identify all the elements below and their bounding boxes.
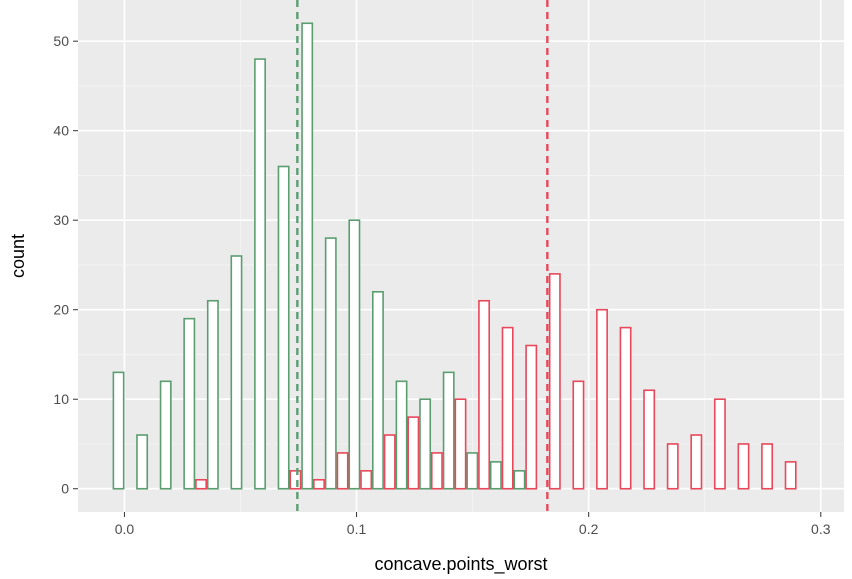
histogram-bar-series-1 (183, 317, 196, 490)
histogram-bar-series-2 (430, 452, 443, 490)
histogram-bar-series-1 (419, 398, 432, 490)
x-tick-label: 0.2 (579, 521, 599, 537)
histogram-bar-series-2 (360, 470, 373, 490)
histogram-bar-series-2 (454, 398, 467, 490)
x-tick-label: 0.0 (115, 521, 135, 537)
y-tick-label: 10 (53, 391, 69, 407)
x-tick-label: 0.3 (811, 521, 831, 537)
histogram-bar-series-1 (159, 380, 172, 490)
y-tick-label: 20 (53, 302, 69, 318)
y-axis-title: count (8, 234, 28, 278)
histogram-bar-series-1 (277, 165, 290, 490)
histogram-bar-series-2 (336, 452, 349, 490)
x-axis-title: concave.points_worst (374, 554, 547, 575)
histogram-bar-series-1 (489, 461, 502, 490)
y-tick-label: 40 (53, 123, 69, 139)
mean-lines (296, 0, 549, 512)
histogram-bar-series-2 (784, 461, 797, 490)
histogram-bar-series-1 (112, 371, 125, 490)
axis-tick-labels: 0.0 0.1 0.2 0.3 0 10 20 30 40 50 (53, 33, 830, 537)
axis-ticks (73, 40, 822, 517)
histogram-bar-series-1 (230, 255, 243, 490)
histogram-bar-series-2 (289, 470, 302, 490)
histogram-bar-series-2 (737, 443, 750, 490)
y-tick-label: 0 (61, 481, 69, 497)
histogram-bar-series-2 (313, 478, 325, 490)
histogram-bar-series-2 (195, 478, 208, 490)
histogram-bar-series-1 (206, 299, 219, 490)
histogram-bar-series-1 (442, 371, 455, 490)
histogram-bar-series-2 (666, 443, 679, 490)
histogram-bar-series-2 (619, 326, 632, 490)
histogram-bar-series-2 (572, 380, 585, 490)
y-tick-label: 30 (53, 212, 69, 228)
histogram-bar-series-2 (596, 308, 608, 490)
y-tick-label: 50 (53, 33, 69, 49)
x-tick-label: 0.1 (347, 521, 367, 537)
histogram-bar-series-2 (501, 326, 514, 490)
histogram-bar-series-1 (466, 452, 479, 490)
histogram-bar-series-1 (372, 291, 384, 490)
histogram-bar-series-2 (478, 299, 491, 490)
histogram-bar-series-1 (301, 22, 314, 490)
histogram-bar-series-2 (383, 434, 396, 490)
histogram-bar-series-1 (348, 219, 361, 490)
histogram-bar-series-1 (254, 58, 266, 490)
histogram-bar-series-2 (713, 398, 726, 490)
histogram-bar-series-1 (136, 434, 149, 490)
histogram-bar-series-2 (690, 434, 703, 490)
histogram-bars (112, 22, 797, 490)
histogram-bar-series-2 (548, 273, 561, 490)
histogram-bar-series-2 (525, 344, 538, 490)
histogram-bar-series-1 (324, 237, 337, 490)
histogram-bar-series-2 (761, 443, 774, 490)
histogram-bar-series-1 (395, 380, 408, 490)
histogram-bar-series-1 (513, 470, 526, 490)
histogram-bar-series-2 (407, 416, 420, 490)
histogram-bar-series-2 (643, 389, 656, 490)
